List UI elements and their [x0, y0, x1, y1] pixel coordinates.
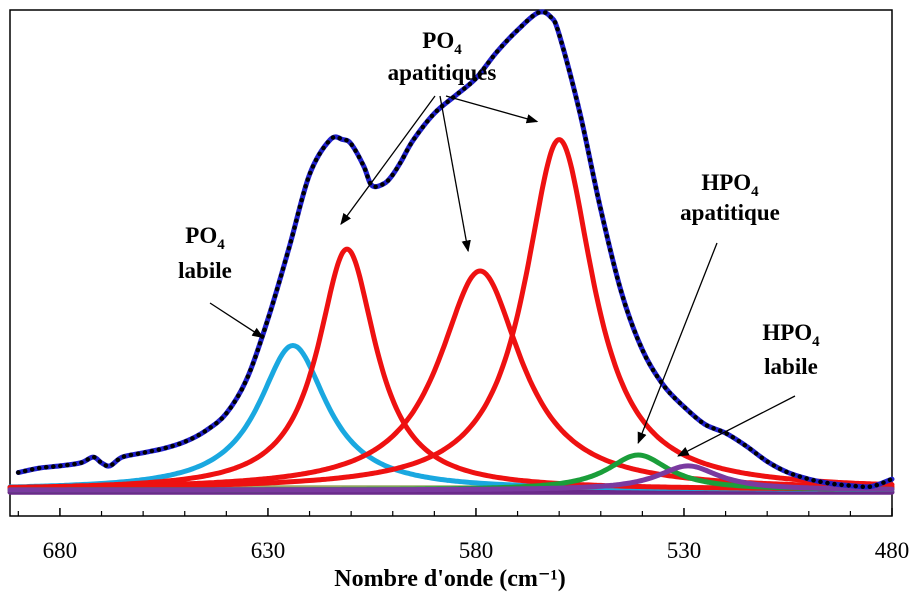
x-ticks-group: 680 630 580 530 480 — [17, 508, 910, 563]
series-line-4 — [7, 137, 895, 491]
po4-apat-arrow-1 — [439, 95, 471, 253]
po4-lab-arrow-0 — [209, 302, 264, 339]
hpo4-apat-label-line1: HPO4 — [701, 170, 759, 200]
x-tick-label-4: 480 — [875, 538, 910, 563]
series-line-1 — [16, 9, 895, 490]
hpo4-apat-arrow-0 — [637, 242, 718, 445]
po4-apat-arrow-2 — [445, 95, 539, 124]
hpo4-apat-label-line2: apatitique — [680, 200, 780, 225]
hpo4-lab-label-line2: labile — [764, 354, 818, 379]
hpo4-lab-label-line1: HPO4 — [762, 320, 820, 350]
annotations-group: PO4apatitiquesPO4labileHPO4apatitiqueHPO… — [178, 28, 820, 457]
po4-apat-arrow-0 — [340, 95, 436, 226]
x-tick-label-3: 530 — [667, 538, 702, 563]
x-tick-label-0: 680 — [43, 538, 78, 563]
plot-frame — [9, 9, 893, 517]
po4-apat-label-line2: apatitiques — [388, 60, 497, 85]
x-tick-label-2: 580 — [459, 538, 494, 563]
x-axis-label: Nombre d'onde (cm⁻¹) — [334, 566, 565, 592]
series-line-7 — [7, 463, 895, 493]
series-line-5 — [7, 343, 895, 492]
po4-lab-label-line1: PO4 — [185, 223, 225, 253]
po4-apat-label-line1: PO4 — [422, 28, 462, 58]
hpo4-lab-arrow-0 — [677, 395, 796, 457]
x-tick-label-1: 630 — [251, 538, 286, 563]
curves-group — [7, 9, 895, 495]
po4-lab-label-line2: labile — [178, 258, 232, 283]
